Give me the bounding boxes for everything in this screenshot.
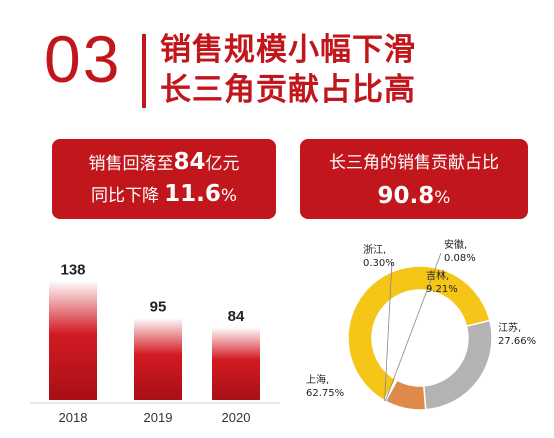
section-title-line2: 长三角贡献占比高	[160, 72, 416, 108]
donut-label-value: 27.66%	[498, 336, 537, 347]
decline-value: 11.6	[164, 181, 221, 207]
leader-line	[384, 261, 393, 401]
bar-2019	[134, 317, 182, 400]
donut-label-2: 吉林, 9.21%	[426, 270, 458, 296]
donut-label-value: 0.30%	[363, 258, 395, 269]
donut-slice-0	[347, 265, 491, 402]
donut-label-name: 江苏,	[498, 323, 522, 334]
donut-label-value: 9.21%	[426, 284, 458, 295]
x-tick-label: 2020	[222, 410, 251, 425]
sales-bar-chart: 138 2018 95 2019 84 2020	[30, 261, 280, 425]
sales-prefix: 销售回落至	[88, 154, 174, 174]
donut-label-name: 吉林,	[426, 271, 450, 282]
donut-label-3: 安徽, 0.08%	[444, 239, 476, 265]
section-number: 03	[44, 22, 122, 96]
decline-line: 同比下降 11.6%	[52, 179, 276, 211]
yrd-share-label: 长三角的销售贡献占比	[329, 153, 499, 173]
donut-label-0: 上海, 62.75%	[306, 374, 344, 400]
bar-value-label: 138	[60, 261, 85, 278]
sales-summary-card: 销售回落至84亿元 同比下降 11.6%	[52, 139, 276, 219]
decline-prefix: 同比下降	[91, 186, 159, 206]
bar-2020	[212, 327, 260, 400]
donut-label-name: 安徽,	[444, 240, 468, 251]
donut-label-1: 江苏, 27.66%	[498, 322, 536, 348]
donut-label-value: 0.08%	[444, 253, 476, 264]
donut-label-name: 上海,	[306, 375, 330, 386]
donut-label-name: 浙江,	[363, 245, 387, 256]
bar-2018	[49, 280, 97, 400]
sales-line: 销售回落至84亿元	[52, 147, 276, 179]
region-donut-chart	[347, 252, 493, 411]
x-tick-label: 2018	[59, 410, 88, 425]
yrd-share-value: 90.8	[377, 183, 435, 209]
donut-slice-1	[422, 319, 493, 411]
sales-unit: 亿元	[205, 154, 240, 174]
donut-label-4: 浙江, 0.30%	[363, 244, 395, 270]
yrd-share-line: 90.8%	[300, 181, 528, 213]
bar-value-label: 84	[228, 308, 245, 325]
yrd-share-card: 长三角的销售贡献占比 90.8%	[300, 139, 528, 219]
decline-unit: %	[220, 186, 237, 206]
bar-value-label: 95	[150, 299, 167, 316]
donut-label-value: 62.75%	[306, 388, 345, 399]
x-tick-label: 2019	[144, 410, 173, 425]
yrd-share-unit: %	[434, 188, 451, 208]
section-divider	[142, 34, 146, 108]
leader-line	[384, 252, 442, 402]
sales-value: 84	[173, 149, 206, 175]
section-title-line1: 销售规模小幅下滑	[160, 32, 416, 68]
